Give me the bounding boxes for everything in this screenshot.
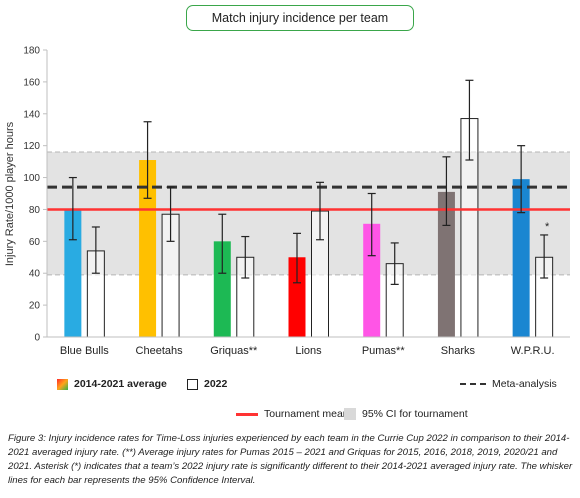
y-tick-label: 20 — [29, 301, 41, 312]
legend-swatch-ci — [344, 408, 356, 420]
chart-title: Match injury incidence per team — [186, 5, 414, 31]
legend-item-avg: 2014-2021 average — [57, 378, 167, 390]
y-tick-label: 120 — [23, 141, 40, 152]
bar-avg — [363, 223, 381, 337]
legend-item-ci: 95% CI for tournament — [344, 408, 468, 420]
legend-label-2022: 2022 — [204, 378, 228, 390]
x-tick-label: Cheetahs — [136, 345, 184, 357]
legend-item-meta: Meta-analysis — [460, 378, 557, 390]
significance-marker: * — [545, 221, 550, 233]
bar-avg — [139, 160, 157, 337]
legend-label-ci: 95% CI for tournament — [362, 408, 468, 420]
legend-label-mean: Tournament mean — [264, 408, 349, 420]
legend-label-avg: 2014-2021 average — [74, 378, 167, 390]
x-tick-label: Blue Bulls — [60, 345, 109, 357]
legend-swatch-avg — [57, 378, 68, 390]
legend-swatch-meta — [460, 383, 486, 385]
y-tick-label: 0 — [34, 333, 40, 344]
x-tick-label: Sharks — [441, 345, 476, 357]
x-tick-label: Griquas** — [210, 345, 258, 357]
bar-avg — [64, 209, 82, 337]
y-tick-label: 160 — [23, 77, 40, 88]
legend-swatch-mean — [236, 412, 258, 416]
y-axis-label: Injury Rate/1000 player hours — [4, 121, 16, 266]
y-tick-label: 60 — [29, 237, 41, 248]
y-tick-label: 40 — [29, 269, 41, 280]
x-tick-label: W.P.R.U. — [511, 345, 555, 357]
bar-avg — [288, 257, 306, 337]
ci-band — [47, 152, 570, 275]
bar-avg — [437, 191, 455, 337]
legend-swatch-2022 — [187, 378, 198, 390]
y-tick-label: 180 — [23, 46, 40, 57]
legend-label-meta: Meta-analysis — [492, 378, 557, 390]
y-tick-label: 140 — [23, 109, 40, 120]
legend-item-mean: Tournament mean — [236, 408, 349, 420]
y-tick-label: 80 — [29, 205, 41, 216]
bar-avg — [512, 179, 530, 337]
bar-avg — [213, 241, 231, 337]
legend-item-2022: 2022 — [187, 378, 227, 390]
y-tick-label: 100 — [23, 173, 40, 184]
x-tick-label: Pumas** — [362, 345, 406, 357]
figure-caption: Figure 3: Injury incidence rates for Tim… — [8, 433, 573, 486]
x-tick-label: Lions — [295, 345, 322, 357]
